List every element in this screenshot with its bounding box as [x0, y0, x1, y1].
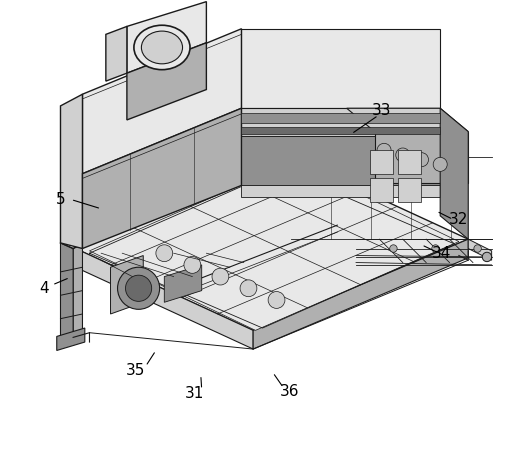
Text: 31: 31 — [185, 386, 204, 401]
Polygon shape — [60, 243, 73, 342]
Text: 33: 33 — [372, 103, 392, 118]
Polygon shape — [346, 108, 468, 132]
Circle shape — [482, 252, 491, 262]
Polygon shape — [398, 178, 422, 202]
Circle shape — [396, 148, 410, 162]
Circle shape — [390, 245, 397, 252]
Polygon shape — [89, 162, 459, 330]
Polygon shape — [242, 108, 440, 136]
Text: 5: 5 — [56, 192, 65, 207]
Polygon shape — [370, 178, 393, 202]
Polygon shape — [242, 127, 440, 134]
Circle shape — [212, 268, 229, 285]
Polygon shape — [242, 113, 440, 123]
Polygon shape — [82, 29, 242, 174]
Polygon shape — [82, 108, 242, 249]
Polygon shape — [127, 1, 206, 73]
Circle shape — [474, 245, 481, 252]
Polygon shape — [60, 94, 82, 249]
Polygon shape — [242, 136, 440, 185]
Circle shape — [156, 245, 173, 262]
Polygon shape — [111, 256, 143, 314]
Circle shape — [432, 245, 439, 252]
Text: 4: 4 — [39, 281, 48, 296]
Polygon shape — [76, 249, 253, 349]
Polygon shape — [375, 132, 468, 183]
Circle shape — [414, 153, 428, 166]
Polygon shape — [440, 108, 468, 239]
Circle shape — [118, 267, 160, 310]
Polygon shape — [164, 265, 202, 303]
Text: 35: 35 — [125, 363, 145, 378]
Polygon shape — [127, 43, 206, 120]
Text: 32: 32 — [449, 212, 469, 227]
Polygon shape — [398, 151, 422, 174]
Polygon shape — [253, 239, 468, 349]
Circle shape — [268, 292, 285, 309]
Polygon shape — [242, 185, 440, 197]
Ellipse shape — [134, 25, 190, 70]
Text: 34: 34 — [432, 246, 451, 261]
Polygon shape — [57, 328, 85, 350]
Ellipse shape — [141, 31, 183, 64]
Circle shape — [377, 144, 391, 157]
Polygon shape — [468, 239, 491, 260]
Circle shape — [184, 257, 201, 273]
Polygon shape — [106, 26, 127, 81]
Polygon shape — [242, 29, 440, 108]
Polygon shape — [73, 244, 82, 342]
Text: 36: 36 — [280, 384, 299, 399]
Polygon shape — [76, 157, 468, 330]
Circle shape — [433, 157, 447, 171]
Circle shape — [240, 280, 257, 297]
Polygon shape — [370, 151, 393, 174]
Circle shape — [125, 275, 152, 302]
